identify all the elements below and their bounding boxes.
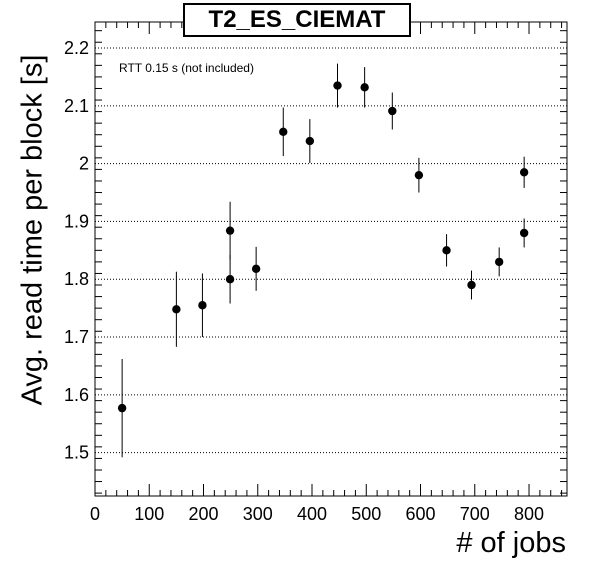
data-point (117, 403, 127, 413)
data-point (251, 264, 261, 274)
y-tick-label: 2.2 (64, 38, 89, 58)
y-tick-label: 1.8 (64, 269, 89, 289)
data-point (172, 305, 181, 314)
x-tick-label: 700 (460, 504, 490, 524)
y-tick-label: 2.1 (64, 96, 89, 116)
data-point (414, 170, 424, 180)
y-tick-label: 1.9 (64, 211, 89, 231)
data-point (198, 301, 207, 310)
data-point (494, 257, 504, 267)
x-tick-label: 800 (514, 504, 544, 524)
y-axis-label: Avg. read time per block [s] (16, 54, 49, 406)
x-axis-label: # of jobs (456, 527, 566, 559)
data-point (333, 81, 342, 90)
data-point (305, 136, 315, 146)
data-point (519, 168, 529, 177)
x-tick-label: 100 (134, 504, 164, 524)
data-point (467, 280, 476, 290)
x-tick-label: 600 (405, 504, 435, 524)
data-point (360, 83, 369, 92)
data-point (279, 127, 288, 137)
data-point (225, 275, 235, 284)
x-tick-label: 500 (351, 504, 381, 524)
data-point (388, 106, 397, 116)
y-tick-label: 2 (79, 154, 89, 174)
x-tick-label: 0 (90, 504, 100, 524)
x-tick-label: 300 (243, 504, 273, 524)
x-tick-label: 200 (188, 504, 218, 524)
data-point (442, 246, 451, 255)
y-tick-label: 1.7 (64, 327, 89, 347)
rtt-annotation: RTT 0.15 s (not included) (119, 61, 254, 75)
data-point (225, 226, 235, 235)
y-tick-label: 1.5 (64, 443, 89, 463)
x-tick-label: 400 (297, 504, 327, 524)
data-point (519, 228, 529, 238)
chart-title: T2_ES_CIEMAT (183, 3, 411, 37)
y-tick-label: 1.6 (64, 385, 89, 405)
